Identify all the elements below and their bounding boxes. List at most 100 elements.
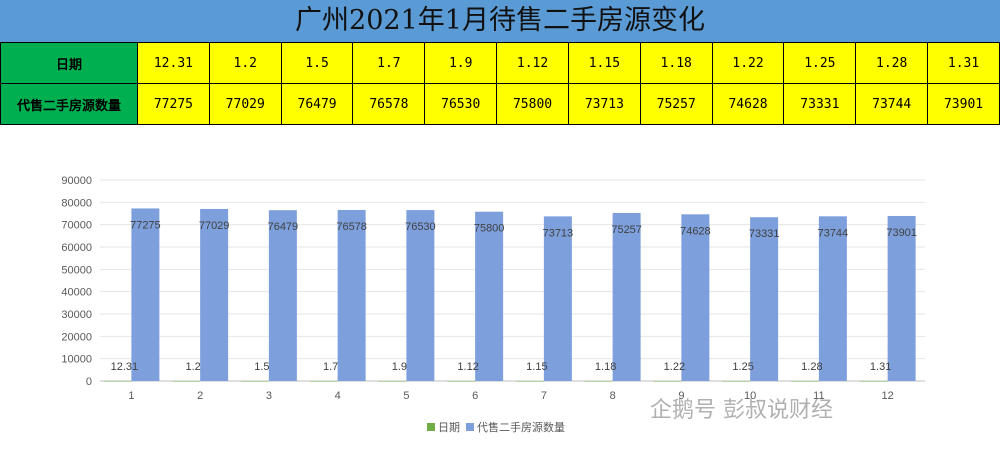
count-cell: 73713 [567,83,641,125]
x-tick-label: 8 [610,390,616,402]
bar-count [818,216,847,381]
date-cell: 1.25 [783,42,857,84]
data-label-date: 1.7 [323,361,338,373]
count-cell: 76479 [280,83,354,125]
table-row-counts: 代售二手房源数量 77275 77029 76479 76578 76530 7… [0,83,1000,125]
data-label-date: 12.31 [111,361,139,373]
date-cell: 1.7 [352,42,426,84]
data-label-date: 1.22 [664,361,685,373]
x-tick-label: 9 [678,390,684,402]
x-tick-label: 12 [882,390,894,402]
x-tick-label: 7 [541,390,547,402]
data-label-count: 76479 [268,221,299,233]
bar-count [337,209,366,381]
date-cell: 1.15 [567,42,641,84]
data-label-count: 73331 [749,228,780,240]
bar-date [515,380,544,382]
data-table: 日期 12.31 1.2 1.5 1.7 1.9 1.12 1.15 1.18 … [0,42,1000,125]
data-label-date: 1.5 [254,361,269,373]
bar-count [543,216,572,381]
bar-count [475,211,504,381]
date-cell: 1.31 [927,42,1000,84]
data-label-date: 1.18 [595,361,616,373]
legend-label-date: 日期 [438,421,460,434]
y-tick-label: 70000 [61,220,92,232]
data-label-count: 77275 [130,219,161,231]
x-tick-label: 3 [266,390,272,402]
legend-swatch-date [427,423,435,431]
bar-date [240,380,269,382]
watermark: 企鹅号 彭叔说财经 [650,398,833,423]
bar-date [790,380,819,382]
count-cell: 73744 [855,83,929,125]
bar-count [612,212,641,381]
data-label-date: 1.12 [457,361,478,373]
y-tick-label: 0 [86,376,92,388]
date-cell: 12.31 [137,42,210,84]
bar-date [653,380,682,382]
date-cell: 1.5 [280,42,354,84]
data-label-count: 73713 [543,227,574,239]
data-label-count: 77029 [199,220,230,232]
bar-date [172,380,201,382]
count-cell: 77029 [208,83,282,125]
y-tick-label: 30000 [61,309,92,321]
legend-swatch-count [466,423,474,431]
count-cell: 76578 [352,83,426,125]
y-tick-label: 80000 [61,197,92,209]
data-label-count: 74628 [680,225,711,237]
data-label-date: 1.9 [392,361,407,373]
x-tick-label: 2 [197,390,203,402]
bar-count [406,210,435,381]
count-cell: 73901 [927,83,1000,125]
bar-date [378,380,407,382]
count-cell: 74628 [711,83,785,125]
count-cell: 75800 [496,83,569,125]
bar-count [887,215,916,381]
data-label-count: 76530 [405,221,436,233]
table-row-dates: 日期 12.31 1.2 1.5 1.7 1.9 1.12 1.15 1.18 … [0,42,1000,84]
data-label-date: 1.2 [185,361,200,373]
bar-count [681,214,710,381]
y-tick-label: 50000 [61,264,92,276]
data-label-count: 76578 [336,221,367,233]
count-cell: 75257 [639,83,713,125]
date-cell: 1.9 [424,42,498,84]
data-label-count: 73901 [886,227,917,239]
bar-date [447,380,476,382]
bar-count [750,217,779,381]
y-tick-label: 10000 [61,354,92,366]
x-tick-label: 4 [335,390,341,402]
bar-date [859,380,888,382]
date-cell: 1.2 [208,42,282,84]
data-label-count: 73744 [818,227,849,239]
y-tick-label: 20000 [61,331,92,343]
y-tick-label: 60000 [61,242,92,254]
date-cell: 1.18 [639,42,713,84]
count-cell: 76530 [424,83,498,125]
bar-date [309,380,338,382]
bar-count [268,210,297,381]
page-title: 广州2021年1月待售二手房源变化 [0,0,1000,42]
x-tick-label: 6 [472,390,478,402]
data-label-count: 75257 [611,224,642,236]
date-cell: 1.12 [496,42,569,84]
data-label-date: 1.25 [732,361,753,373]
count-cell: 73331 [783,83,857,125]
count-cell: 77275 [137,83,210,125]
bar-count [131,208,160,381]
bar-date [584,380,613,382]
data-label-count: 75800 [474,223,505,235]
y-tick-label: 40000 [61,287,92,299]
date-cell: 1.28 [855,42,929,84]
date-cell: 1.22 [711,42,785,84]
x-tick-label: 1 [128,390,134,402]
x-tick-label: 10 [744,390,756,402]
bar-date [722,380,751,382]
row-header-date: 日期 [0,42,138,84]
row-header-count: 代售二手房源数量 [0,83,138,125]
bar-chart: 0 10000 20000 30000 40000 50000 60000 70000 8000… [61,175,925,434]
data-label-date: 1.28 [801,361,822,373]
x-tick-label: 11 [813,390,824,402]
x-tick-label: 5 [403,390,409,402]
